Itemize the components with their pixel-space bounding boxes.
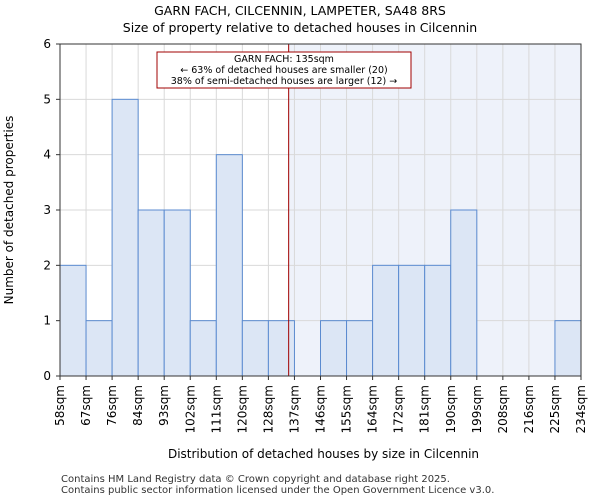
bar xyxy=(372,264,400,377)
y-tick-label: 3 xyxy=(43,203,51,217)
bar xyxy=(189,320,217,377)
bar xyxy=(111,98,139,377)
y-tick-label: 6 xyxy=(43,37,51,51)
annotation-box xyxy=(156,51,412,89)
chart-subtitle: Size of property relative to detached ho… xyxy=(122,20,478,35)
x-tick-label: 155sqm xyxy=(340,385,354,433)
bar xyxy=(450,209,478,377)
x-axis-label: Distribution of detached houses by size … xyxy=(168,447,479,461)
y-tick-label: 4 xyxy=(43,148,51,162)
x-tick-label: 190sqm xyxy=(444,385,458,433)
y-axis-label: Number of detached properties xyxy=(2,116,16,305)
bar xyxy=(554,320,582,377)
bar xyxy=(424,264,452,377)
annotation-line-1: GARN FACH: 135sqm xyxy=(234,54,334,65)
x-tick-label: 102sqm xyxy=(183,385,197,433)
annotation-line-2: ← 63% of detached houses are smaller (20… xyxy=(180,65,387,76)
bar xyxy=(320,320,348,377)
bars xyxy=(59,98,582,377)
y-tick-label: 0 xyxy=(43,369,51,383)
x-tick-label: 128sqm xyxy=(261,385,275,433)
annotation-line-3: 38% of semi-detached houses are larger (… xyxy=(171,76,398,87)
x-tick-label: 58sqm xyxy=(53,385,67,426)
bar xyxy=(85,320,113,377)
marker-annotation: GARN FACH: 135sqm ← 63% of detached hous… xyxy=(156,51,412,89)
y-axis-ticks: 0 1 2 3 4 5 6 xyxy=(43,37,60,383)
chart-title: GARN FACH, CILCENNIN, LAMPETER, SA48 8RS xyxy=(154,3,446,18)
bar-chart: 0 1 2 3 4 5 6 58sqm 67sqm 76sqm 84sqm 93sqm 102sqm 1… xyxy=(2,37,588,461)
x-tick-label: 164sqm xyxy=(366,385,380,433)
x-axis-ticks: 58sqm 67sqm 76sqm 84sqm 93sqm 102sqm 111sqm 120… xyxy=(53,376,588,433)
x-tick-label: 234sqm xyxy=(574,385,588,433)
x-tick-label: 76sqm xyxy=(105,385,119,426)
bar xyxy=(346,320,374,377)
y-tick-label: 2 xyxy=(43,258,51,272)
x-tick-label: 172sqm xyxy=(392,385,406,433)
attribution-footer: Contains HM Land Registry data © Crown c… xyxy=(61,474,494,496)
bar xyxy=(163,209,191,377)
x-tick-label: 208sqm xyxy=(496,385,510,433)
bar xyxy=(59,264,87,377)
x-tick-label: 225sqm xyxy=(548,385,562,433)
footer-line-2: Contains public sector information licen… xyxy=(61,485,495,496)
bar xyxy=(137,209,165,377)
x-tick-label: 137sqm xyxy=(287,385,301,433)
y-tick-label: 1 xyxy=(43,314,51,328)
x-tick-label: 93sqm xyxy=(157,385,171,426)
bar xyxy=(241,320,269,377)
x-tick-label: 181sqm xyxy=(418,385,432,433)
x-tick-label: 120sqm xyxy=(235,385,249,433)
x-tick-label: 84sqm xyxy=(131,385,145,426)
x-tick-label: 111sqm xyxy=(209,385,223,433)
footer-line-1: Contains HM Land Registry data © Crown c… xyxy=(61,474,450,485)
bar xyxy=(267,320,295,377)
x-tick-label: 216sqm xyxy=(522,385,536,433)
x-tick-label: 146sqm xyxy=(314,385,328,433)
y-tick-label: 5 xyxy=(43,92,51,106)
x-tick-label: 67sqm xyxy=(79,385,93,426)
x-tick-label: 199sqm xyxy=(470,385,484,433)
bar xyxy=(215,154,243,377)
bar xyxy=(398,264,426,377)
